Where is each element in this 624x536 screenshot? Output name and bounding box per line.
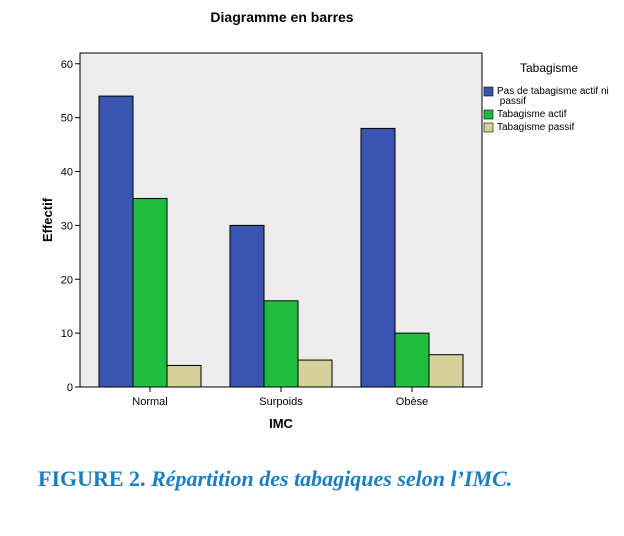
x-tick-label: Obèse	[396, 396, 428, 408]
y-tick-label: 50	[61, 113, 73, 125]
figure-caption: FIGURE 2. Répartition des tabagiques sel…	[38, 466, 512, 492]
y-tick-label: 60	[61, 59, 73, 71]
figure-caption-label: FIGURE 2.	[38, 466, 146, 491]
x-axis-label: IMC	[269, 416, 293, 431]
legend-swatch-0	[483, 86, 494, 97]
legend-label-0: Pas de tabagisme actif ni passif	[497, 86, 609, 107]
bar-normal-series-2	[166, 364, 202, 388]
x-tick-label: Surpoids	[259, 396, 303, 408]
bar-surpoids-series-2	[297, 359, 333, 388]
y-tick-label: 20	[61, 274, 73, 286]
legend-swatch-2	[483, 122, 494, 133]
bar-obèse-series-0	[360, 127, 396, 388]
y-tick-label: 40	[61, 167, 73, 179]
chart-title: Diagramme en barres	[210, 9, 353, 25]
bar-chart: Diagramme en barres 0 10 20 30 40 50 60 Normal…	[40, 9, 609, 431]
y-tick-label: 30	[61, 220, 73, 232]
bar-obèse-series-2	[428, 354, 464, 388]
bar-obèse-series-1	[394, 332, 430, 388]
legend-title: Tabagisme	[520, 61, 578, 75]
y-axis-label: Effectif	[40, 197, 55, 242]
figure-caption-text: Répartition des tabagiques selon l’IMC.	[151, 466, 513, 491]
bar-normal-series-0	[98, 95, 134, 388]
legend-label-2: Tabagisme passif	[497, 122, 574, 133]
bar-normal-series-1	[132, 197, 168, 388]
bar-surpoids-series-0	[229, 224, 265, 388]
legend-label-1: Tabagisme actif	[497, 109, 567, 120]
y-tick-label: 10	[61, 328, 73, 340]
x-tick-label: Normal	[132, 396, 167, 408]
y-tick-label: 0	[67, 382, 73, 394]
bar-surpoids-series-1	[263, 300, 299, 388]
legend-swatch-1	[483, 109, 494, 120]
